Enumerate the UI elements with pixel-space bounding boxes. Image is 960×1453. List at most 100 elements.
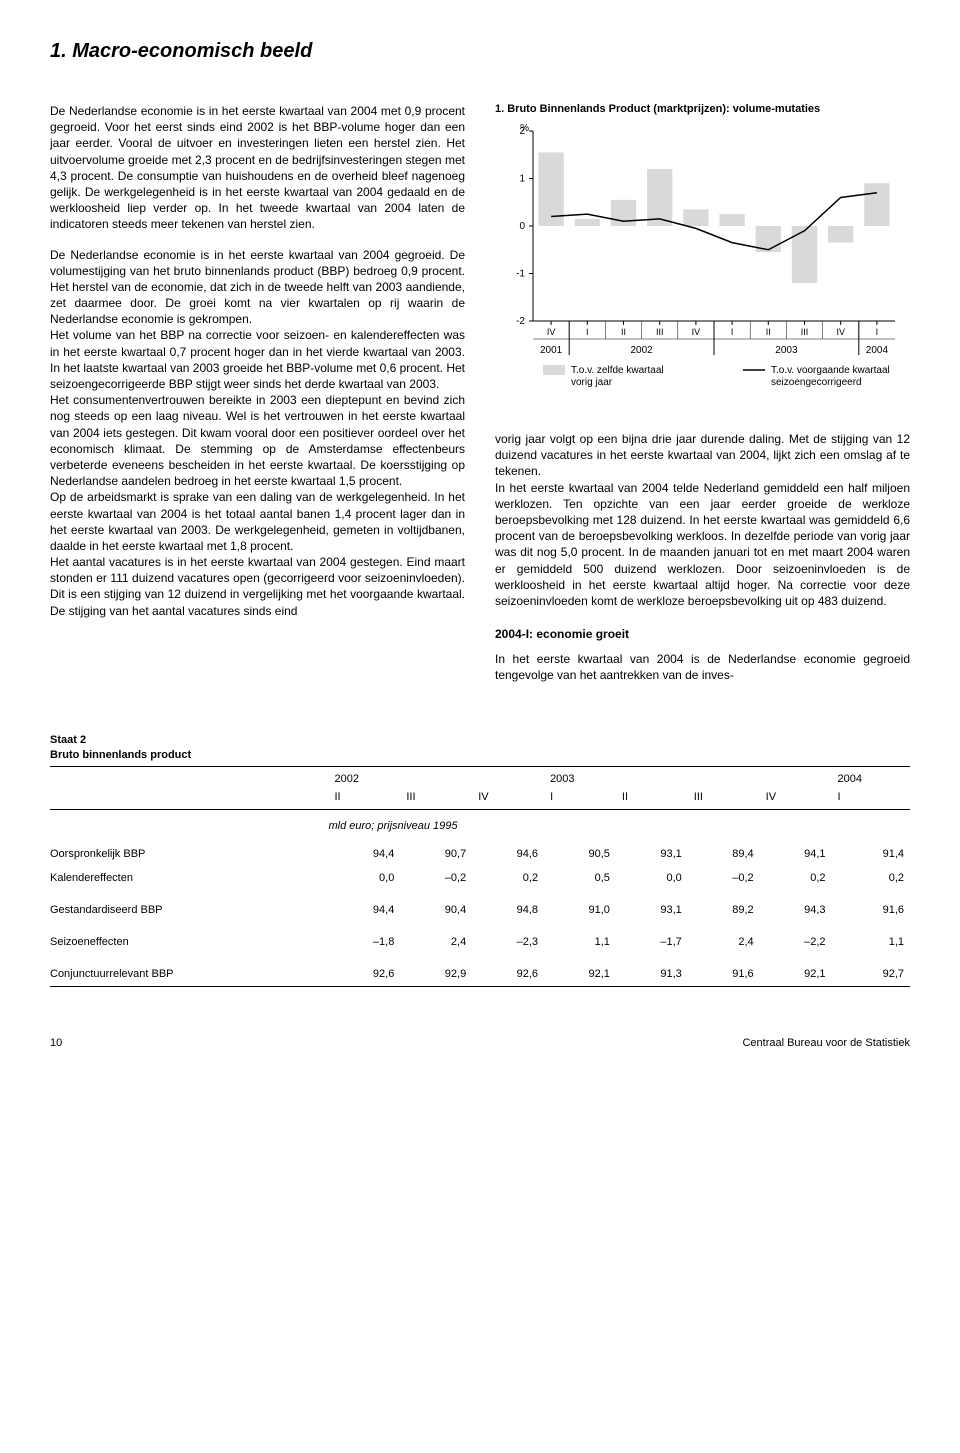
table-header: I bbox=[832, 788, 911, 810]
table-cell: 90,7 bbox=[400, 842, 472, 866]
svg-text:vorig jaar: vorig jaar bbox=[571, 377, 613, 388]
table-cell: 91,3 bbox=[616, 954, 688, 987]
table-cell: 90,5 bbox=[544, 842, 616, 866]
page-number: 10 bbox=[50, 1037, 62, 1049]
svg-text:1: 1 bbox=[519, 174, 525, 185]
table-cell: mld euro; prijsniveau 1995 bbox=[328, 810, 910, 843]
table-header bbox=[50, 788, 328, 810]
svg-text:2002: 2002 bbox=[630, 345, 653, 356]
table-cell: 92,9 bbox=[400, 954, 472, 987]
page-title: 1. Macro-economisch beeld bbox=[50, 40, 910, 63]
table-cell: 94,1 bbox=[760, 842, 832, 866]
body-paragraph: Het volume van het BBP na correctie voor… bbox=[50, 327, 465, 392]
table-cell: 92,1 bbox=[760, 954, 832, 987]
table-cell: 0,0 bbox=[328, 866, 400, 890]
table-block: Staat 2 Bruto binnenlands product 200220… bbox=[50, 733, 910, 987]
table-cell: 93,1 bbox=[616, 842, 688, 866]
table-cell: 91,4 bbox=[832, 842, 911, 866]
table-cell: 0,5 bbox=[544, 866, 616, 890]
svg-text:2003: 2003 bbox=[775, 345, 798, 356]
table-cell: 94,3 bbox=[760, 890, 832, 922]
svg-text:2004: 2004 bbox=[866, 345, 889, 356]
table-cell: –2,3 bbox=[472, 922, 544, 954]
table-cell: 91,0 bbox=[544, 890, 616, 922]
body-paragraph: In het eerste kwartaal van 2004 telde Ne… bbox=[495, 480, 910, 610]
table-header: I bbox=[544, 788, 616, 810]
table-cell: 1,1 bbox=[832, 922, 911, 954]
table-caption-2: Bruto binnenlands product bbox=[50, 749, 191, 761]
body-paragraph: Het consumentenvertrouwen bereikte in 20… bbox=[50, 392, 465, 489]
table-cell: 92,1 bbox=[544, 954, 616, 987]
table-cell: 94,8 bbox=[472, 890, 544, 922]
body-paragraph: Het aantal vacatures is in het eerste kw… bbox=[50, 554, 465, 619]
svg-text:0: 0 bbox=[519, 221, 525, 232]
table-cell: –0,2 bbox=[400, 866, 472, 890]
table-cell: 0,2 bbox=[760, 866, 832, 890]
table-cell: 0,0 bbox=[616, 866, 688, 890]
table-header bbox=[50, 767, 328, 789]
table-cell bbox=[50, 810, 328, 843]
table-cell: 89,4 bbox=[688, 842, 760, 866]
chart-title: 1. Bruto Binnenlands Product (marktprijz… bbox=[495, 103, 910, 115]
svg-text:2001: 2001 bbox=[540, 345, 563, 356]
svg-text:I: I bbox=[876, 327, 879, 337]
table-cell: 90,4 bbox=[400, 890, 472, 922]
table-header: IV bbox=[760, 788, 832, 810]
table-cell: 94,6 bbox=[472, 842, 544, 866]
table-header: 2004 bbox=[832, 767, 911, 789]
table-cell: 94,4 bbox=[328, 890, 400, 922]
body-paragraph: De Nederlandse economie is in het eerste… bbox=[50, 103, 465, 233]
body-paragraph: vorig jaar volgt op een bijna drie jaar … bbox=[495, 431, 910, 480]
body-paragraph: In het eerste kwartaal van 2004 is de Ne… bbox=[495, 651, 910, 683]
left-column: De Nederlandse economie is in het eerste… bbox=[50, 103, 465, 683]
page-footer: 10 Centraal Bureau voor de Statistiek bbox=[50, 1037, 910, 1049]
table-cell: 89,2 bbox=[688, 890, 760, 922]
main-columns: De Nederlandse economie is in het eerste… bbox=[50, 103, 910, 683]
chart-svg: %-2-1012IVIIIIIIIVIIIIIIIVI2001200220032… bbox=[495, 121, 905, 411]
table-cell: 91,6 bbox=[688, 954, 760, 987]
svg-text:IV: IV bbox=[547, 327, 556, 337]
table-header: II bbox=[328, 788, 400, 810]
svg-text:III: III bbox=[801, 327, 809, 337]
table-cell: –0,2 bbox=[688, 866, 760, 890]
body-paragraph: Op de arbeidsmarkt is sprake van een dal… bbox=[50, 489, 465, 554]
table-header: III bbox=[400, 788, 472, 810]
subheading: 2004-I: economie groeit bbox=[495, 627, 910, 641]
svg-text:seizoengecorrigeerd: seizoengecorrigeerd bbox=[771, 377, 862, 388]
table-cell: 92,6 bbox=[328, 954, 400, 987]
table-caption: Staat 2 Bruto binnenlands product bbox=[50, 733, 910, 762]
table-cell: 93,1 bbox=[616, 890, 688, 922]
right-body: vorig jaar volgt op een bijna drie jaar … bbox=[495, 431, 910, 683]
table-cell: 94,4 bbox=[328, 842, 400, 866]
table-cell: –1,7 bbox=[616, 922, 688, 954]
table-cell: Gestandardiseerd BBP bbox=[50, 890, 328, 922]
footer-source: Centraal Bureau voor de Statistiek bbox=[742, 1037, 910, 1049]
svg-text:I: I bbox=[731, 327, 734, 337]
table-cell: Oorspronkelijk BBP bbox=[50, 842, 328, 866]
table-cell: 2,4 bbox=[688, 922, 760, 954]
table-cell: 91,6 bbox=[832, 890, 911, 922]
table-cell: 92,7 bbox=[832, 954, 911, 987]
table-cell: 92,6 bbox=[472, 954, 544, 987]
svg-text:-1: -1 bbox=[516, 269, 525, 280]
table-cell: 1,1 bbox=[544, 922, 616, 954]
svg-text:2: 2 bbox=[519, 126, 525, 137]
table-cell: –1,8 bbox=[328, 922, 400, 954]
svg-text:III: III bbox=[656, 327, 664, 337]
svg-text:II: II bbox=[766, 327, 771, 337]
svg-text:II: II bbox=[621, 327, 626, 337]
chart-block: 1. Bruto Binnenlands Product (marktprijz… bbox=[495, 103, 910, 411]
table-header: 2002 bbox=[328, 767, 544, 789]
table-cell: 0,2 bbox=[832, 866, 911, 890]
table-cell: Kalendereffecten bbox=[50, 866, 328, 890]
right-column: 1. Bruto Binnenlands Product (marktprijz… bbox=[495, 103, 910, 683]
svg-text:-2: -2 bbox=[516, 316, 525, 327]
table-cell: Seizoeneffecten bbox=[50, 922, 328, 954]
table-header: 2003 bbox=[544, 767, 831, 789]
svg-text:IV: IV bbox=[692, 327, 701, 337]
svg-text:IV: IV bbox=[836, 327, 845, 337]
svg-text:T.o.v. voorgaande kwartaal: T.o.v. voorgaande kwartaal bbox=[771, 365, 890, 376]
table-cell: 0,2 bbox=[472, 866, 544, 890]
table-cell: Conjunctuurrelevant BBP bbox=[50, 954, 328, 987]
table-cell: 2,4 bbox=[400, 922, 472, 954]
